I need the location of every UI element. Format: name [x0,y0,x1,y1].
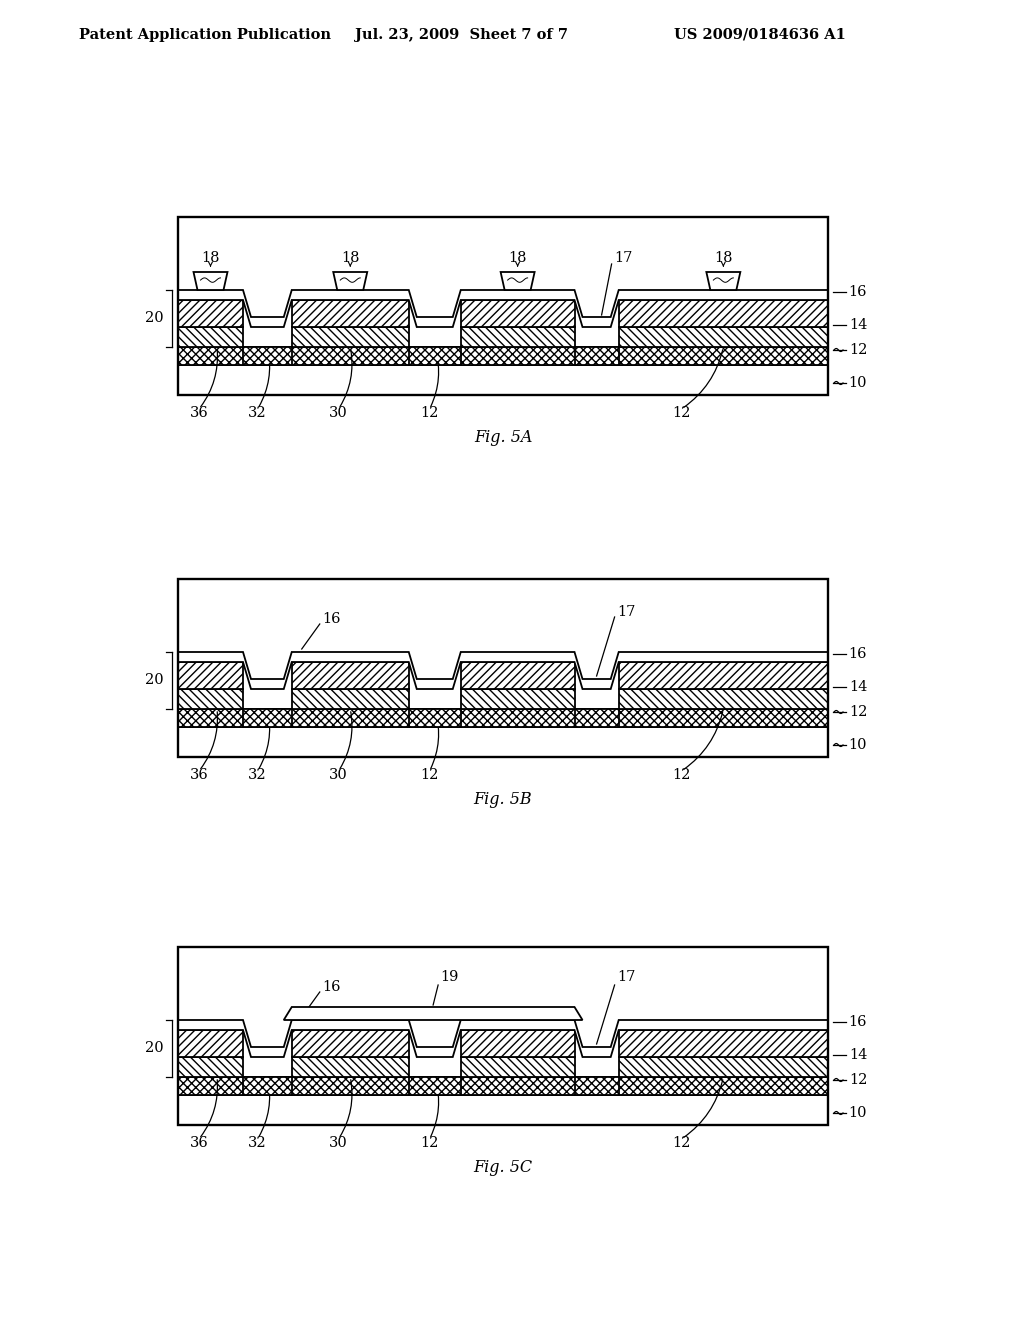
Polygon shape [292,663,409,689]
Text: 12: 12 [421,768,438,781]
Polygon shape [461,327,574,347]
Polygon shape [178,1020,828,1057]
Text: 16: 16 [323,612,341,626]
Polygon shape [292,689,409,709]
Text: Patent Application Publication: Patent Application Publication [79,28,331,42]
Text: Fig. 5B: Fig. 5B [474,791,532,808]
Text: 12: 12 [421,407,438,420]
Polygon shape [243,709,292,727]
Polygon shape [178,689,243,709]
Text: 20: 20 [144,312,163,326]
Text: 20: 20 [144,1041,163,1056]
Polygon shape [618,663,828,689]
Text: 12: 12 [849,343,867,356]
Text: 18: 18 [508,251,527,265]
Polygon shape [284,1007,583,1020]
Text: 36: 36 [189,768,208,781]
Text: 17: 17 [617,605,636,619]
Text: 12: 12 [673,768,690,781]
Polygon shape [178,1077,828,1096]
Text: 14: 14 [849,318,867,333]
Polygon shape [292,327,409,347]
Polygon shape [618,300,828,327]
Polygon shape [292,1057,409,1077]
Text: 36: 36 [189,407,208,420]
Polygon shape [178,727,828,756]
Text: 10: 10 [849,738,867,752]
Text: 12: 12 [849,1073,867,1086]
Polygon shape [292,300,409,327]
Text: 20: 20 [144,673,163,688]
Text: 12: 12 [421,1137,438,1150]
Polygon shape [178,709,828,727]
Polygon shape [243,1077,292,1096]
Text: 16: 16 [849,647,867,661]
Text: 12: 12 [849,705,867,719]
Text: 16: 16 [849,1015,867,1030]
Polygon shape [194,272,227,290]
Text: 32: 32 [248,407,267,420]
Polygon shape [409,709,461,727]
Polygon shape [178,290,828,327]
Text: 36: 36 [189,1137,208,1150]
Polygon shape [292,1030,409,1057]
Text: 18: 18 [714,251,732,265]
Text: 14: 14 [849,1048,867,1063]
Polygon shape [461,1030,574,1057]
Text: 18: 18 [341,251,359,265]
Polygon shape [618,1057,828,1077]
Text: 10: 10 [849,376,867,389]
Polygon shape [461,300,574,327]
Polygon shape [178,366,828,395]
Text: Fig. 5C: Fig. 5C [473,1159,532,1176]
Polygon shape [178,1030,243,1057]
Polygon shape [178,1096,828,1125]
Polygon shape [178,300,243,327]
Text: 16: 16 [849,285,867,300]
Polygon shape [178,327,243,347]
Polygon shape [574,1077,618,1096]
Polygon shape [707,272,740,290]
Polygon shape [178,347,828,366]
Polygon shape [409,347,461,366]
Text: 14: 14 [849,680,867,694]
Polygon shape [501,272,535,290]
Polygon shape [618,327,828,347]
Text: 18: 18 [202,251,220,265]
Polygon shape [409,1077,461,1096]
Text: 17: 17 [617,970,636,983]
Polygon shape [178,652,828,689]
Polygon shape [461,663,574,689]
Text: 30: 30 [329,407,348,420]
Text: US 2009/0184636 A1: US 2009/0184636 A1 [674,28,846,42]
Polygon shape [461,689,574,709]
Text: 32: 32 [248,1137,267,1150]
Text: 30: 30 [329,1137,348,1150]
Polygon shape [178,1057,243,1077]
Polygon shape [574,347,618,366]
Text: 12: 12 [673,407,690,420]
Polygon shape [243,347,292,366]
Text: 12: 12 [673,1137,690,1150]
Polygon shape [178,663,243,689]
Polygon shape [618,1030,828,1057]
Polygon shape [574,709,618,727]
Polygon shape [618,689,828,709]
Text: Jul. 23, 2009  Sheet 7 of 7: Jul. 23, 2009 Sheet 7 of 7 [355,28,568,42]
Text: 17: 17 [614,251,633,265]
Text: 10: 10 [849,1106,867,1119]
Polygon shape [333,272,368,290]
Text: Fig. 5A: Fig. 5A [474,429,532,446]
Polygon shape [461,1057,574,1077]
Text: 16: 16 [323,979,341,994]
Text: 32: 32 [248,768,267,781]
Text: 19: 19 [440,970,459,983]
Text: 30: 30 [329,768,348,781]
